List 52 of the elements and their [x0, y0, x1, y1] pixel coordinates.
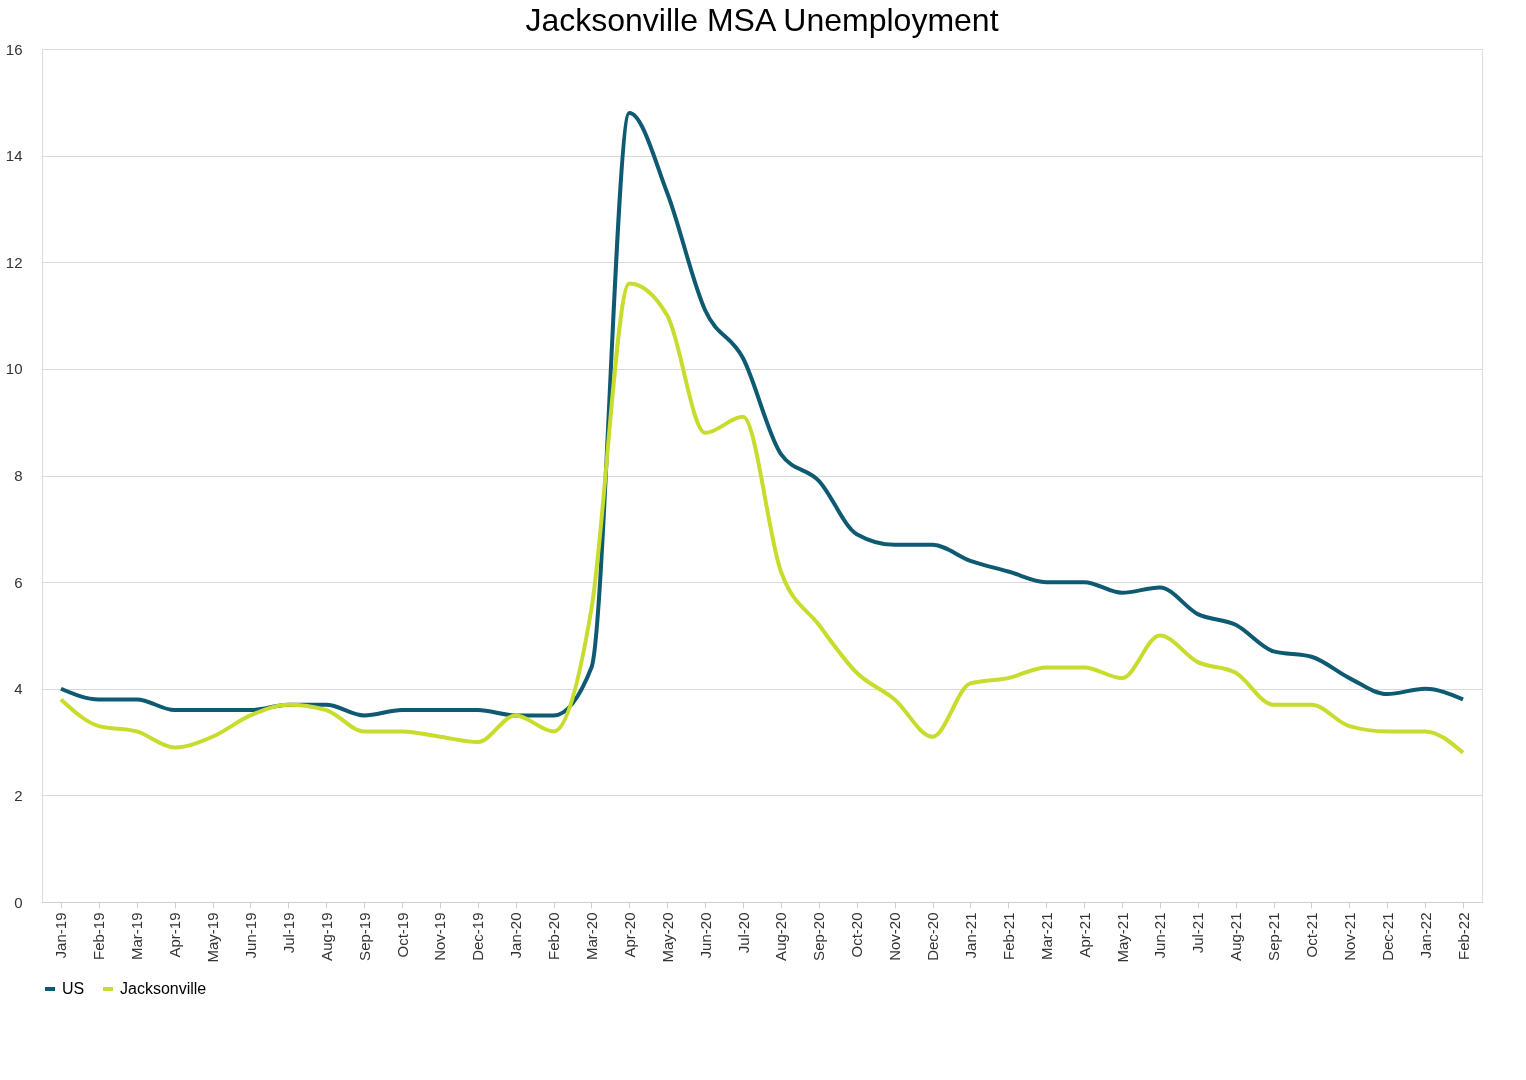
x-tick-label: Mar-20	[582, 912, 600, 961]
x-tick-label: Oct-19	[393, 912, 411, 958]
x-tick-label: Aug-19	[317, 912, 335, 961]
x-tick-label: Aug-20	[772, 912, 790, 961]
x-tick-label: Feb-21	[999, 912, 1017, 961]
line-series	[58, 110, 1466, 718]
line-series	[58, 281, 1466, 755]
x-tick-label: Mar-21	[1037, 912, 1055, 961]
x-tick-label: Dec-19	[469, 912, 487, 961]
x-tick-label: Jan-22	[1416, 912, 1434, 959]
legend-label: Jacksonville	[120, 980, 207, 997]
legend-label: US	[62, 980, 85, 997]
x-tick-label: Jul-21	[1189, 912, 1207, 954]
y-tick-label: 10	[5, 360, 23, 378]
x-tick-label: Feb-20	[545, 912, 563, 961]
y-tick-label: 8	[14, 467, 23, 484]
x-tick-label: Dec-20	[924, 912, 942, 961]
y-tick-label: 14	[5, 147, 23, 165]
x-tick-label: Nov-21	[1340, 912, 1358, 961]
x-tick-label: Oct-20	[848, 912, 866, 958]
x-tick-label: Jan-19	[52, 912, 70, 959]
y-tick-label: 0	[14, 893, 23, 911]
x-tick-label: Apr-20	[620, 912, 638, 958]
x-tick-label: Jul-20	[734, 912, 752, 954]
x-tick-label: Nov-20	[886, 912, 904, 961]
y-tick-label: 2	[14, 786, 23, 804]
x-tick-label: Nov-19	[431, 912, 449, 961]
x-tick-label: May-21	[1113, 912, 1131, 963]
y-tick-label: 12	[5, 253, 23, 271]
x-tick-label: Sep-20	[810, 912, 828, 961]
x-tick-label: Mar-19	[128, 912, 146, 961]
x-tick-label: Jan-20	[507, 912, 525, 959]
chart-title: Jacksonville MSA Unemployment	[525, 2, 999, 38]
y-tick-label: 16	[5, 40, 23, 58]
x-tick-label: Sep-21	[1265, 912, 1283, 961]
x-tick-label: Sep-19	[355, 912, 373, 961]
x-tick-label: Jul-19	[279, 912, 297, 954]
y-tick-label: 4	[14, 680, 23, 698]
x-tick-label: Dec-21	[1378, 912, 1396, 961]
x-tick-label: Apr-19	[166, 912, 184, 958]
x-tick-label: Jun-19	[241, 912, 259, 959]
x-tick-label: Aug-21	[1227, 912, 1245, 961]
x-tick-label: Feb-22	[1454, 912, 1472, 961]
x-tick-label: May-19	[204, 912, 222, 963]
x-tick-label: Jan-21	[961, 912, 979, 959]
x-tick-label: Jun-20	[696, 912, 714, 959]
x-tick-label: Feb-19	[90, 912, 108, 961]
y-tick-label: 6	[14, 573, 23, 591]
x-tick-label: May-20	[658, 912, 676, 963]
x-tick-label: Oct-21	[1302, 912, 1320, 958]
x-tick-label: Apr-21	[1075, 912, 1093, 958]
x-tick-label: Jun-21	[1151, 912, 1169, 959]
